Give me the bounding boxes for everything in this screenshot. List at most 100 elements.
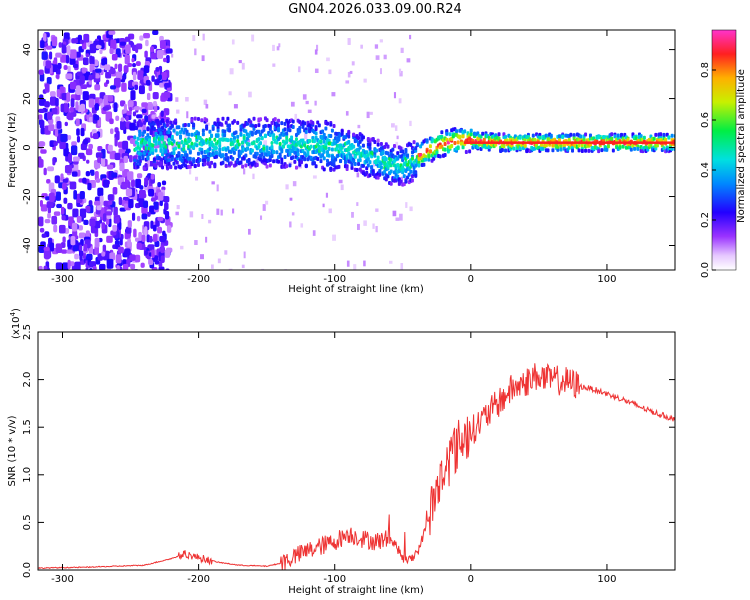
spectrogram-cell	[85, 148, 93, 156]
colorbar-ticks: 0.0 0.2 0.4 0.6 0.8	[700, 62, 716, 278]
spectrogram-cell	[117, 246, 124, 254]
spectrogram-cell	[588, 133, 592, 138]
spectrogram-cell	[440, 130, 444, 135]
spectrogram-cell	[106, 235, 113, 243]
spectrogram-cell	[357, 223, 360, 230]
spectrogram-cell	[172, 161, 176, 166]
spectrogram-cell	[504, 148, 508, 153]
spectrogram-cell	[319, 159, 323, 164]
spectrogram-cell	[409, 142, 413, 147]
spectrogram-cell	[141, 213, 148, 220]
spectrogram-cell	[109, 252, 116, 261]
spectrogram-cell	[277, 159, 281, 164]
spectrogram-cell	[42, 32, 47, 42]
spectrogram-cell	[312, 139, 316, 144]
spectrogram-cell	[417, 163, 421, 168]
spectrogram-cell	[226, 156, 230, 161]
spectrogram-cell	[309, 144, 313, 149]
spectrogram-cell	[46, 201, 54, 209]
spectrogram-cell	[119, 207, 127, 212]
spectrogram-cell	[241, 264, 245, 269]
spectrogram-cell	[224, 163, 228, 168]
spectrogram-cell	[60, 54, 67, 63]
spectrogram-cell	[60, 206, 65, 215]
spectrogram-cell	[105, 79, 110, 85]
spectrogram-cell	[88, 143, 93, 150]
spectrogram-cell	[618, 145, 622, 150]
spectrogram-cell	[94, 73, 100, 79]
spectrogram-cell	[132, 71, 137, 81]
spectrogram-cell	[338, 179, 343, 184]
spectrogram-cell	[125, 148, 131, 153]
spectrogram-cell	[229, 161, 233, 166]
spectrogram-cell	[399, 70, 403, 77]
spectrogram-cell	[79, 191, 85, 200]
spectrogram-cell	[270, 140, 274, 145]
spectrogram-cell	[134, 84, 139, 91]
spectrogram-cell	[79, 75, 85, 85]
spectrogram-cell	[262, 146, 266, 151]
spectrogram-cell	[294, 165, 298, 170]
spectrogram-cell	[232, 208, 235, 214]
spectrogram-cell	[193, 163, 197, 168]
spectrogram-cell	[148, 188, 155, 197]
spectrogram-cell	[130, 90, 136, 101]
spectrogram-cell	[96, 205, 102, 211]
spectrogram-cell	[184, 132, 187, 139]
spectrogram-cell	[49, 242, 55, 252]
spectrogram-cell	[161, 152, 165, 157]
spectrogram-cell	[161, 165, 165, 170]
spectrogram-cell	[88, 98, 95, 108]
spectrogram-cell	[121, 183, 129, 189]
snr-x-label: Height of straight line (km)	[288, 585, 424, 596]
spectrogram-cell	[223, 129, 227, 134]
spectrogram-cell	[160, 110, 164, 117]
spectrogram-cell	[127, 220, 132, 228]
spectrogram-cell	[395, 141, 399, 149]
spectrogram-cell	[329, 133, 333, 138]
spectrogram-cell	[322, 139, 326, 144]
spectrogram-cell	[61, 44, 66, 54]
spectrogram-y-tick-label: -20	[22, 188, 33, 204]
spectrogram-cell	[127, 181, 131, 189]
spectrogram-cell	[94, 200, 101, 206]
spectrogram-cell	[95, 152, 103, 159]
spectrogram-x-tick-label: 0	[468, 274, 474, 285]
spectrogram-cell	[276, 46, 280, 51]
spectrogram-cell	[358, 158, 362, 163]
spectrogram-cell	[125, 188, 133, 197]
spectrogram-cell	[171, 53, 174, 58]
spectrogram-cell	[249, 120, 253, 125]
spectrogram-cell	[136, 215, 141, 222]
spectrogram-cell	[49, 96, 57, 106]
spectrogram-cell	[355, 168, 359, 173]
spectrogram-cell	[188, 137, 192, 142]
spectrogram-cell	[375, 55, 380, 60]
spectrogram-cell	[156, 118, 160, 123]
spectrogram-cell	[223, 133, 227, 138]
spectrogram-cell	[185, 97, 189, 102]
spectrogram-cell	[294, 113, 298, 120]
spectrogram-cell	[305, 100, 309, 105]
spectrogram-cell	[44, 101, 50, 108]
spectrogram-cell	[38, 114, 43, 121]
spectrogram-cell	[142, 200, 149, 209]
spectrogram-cell	[164, 202, 169, 210]
spectrogram-cell	[379, 142, 383, 147]
spectrogram-cell	[146, 126, 150, 131]
spectrogram-cell	[170, 123, 174, 128]
spectrogram-cell	[67, 135, 72, 141]
spectrogram-cell	[49, 91, 56, 97]
spectrogram-cell	[386, 174, 390, 179]
spectrogram-cell	[456, 146, 460, 151]
spectrogram-cell	[72, 63, 79, 69]
spectrogram-x-axis: -300 -200 -100 0 100	[51, 30, 616, 285]
spectrogram-cell	[652, 136, 656, 141]
spectrogram-cell	[205, 236, 208, 243]
spectrogram-cell	[124, 36, 131, 42]
spectrogram-cell	[290, 135, 294, 140]
spectrogram-cell	[185, 129, 189, 134]
spectrogram-cell	[79, 208, 87, 219]
spectrogram-cell	[139, 143, 143, 148]
